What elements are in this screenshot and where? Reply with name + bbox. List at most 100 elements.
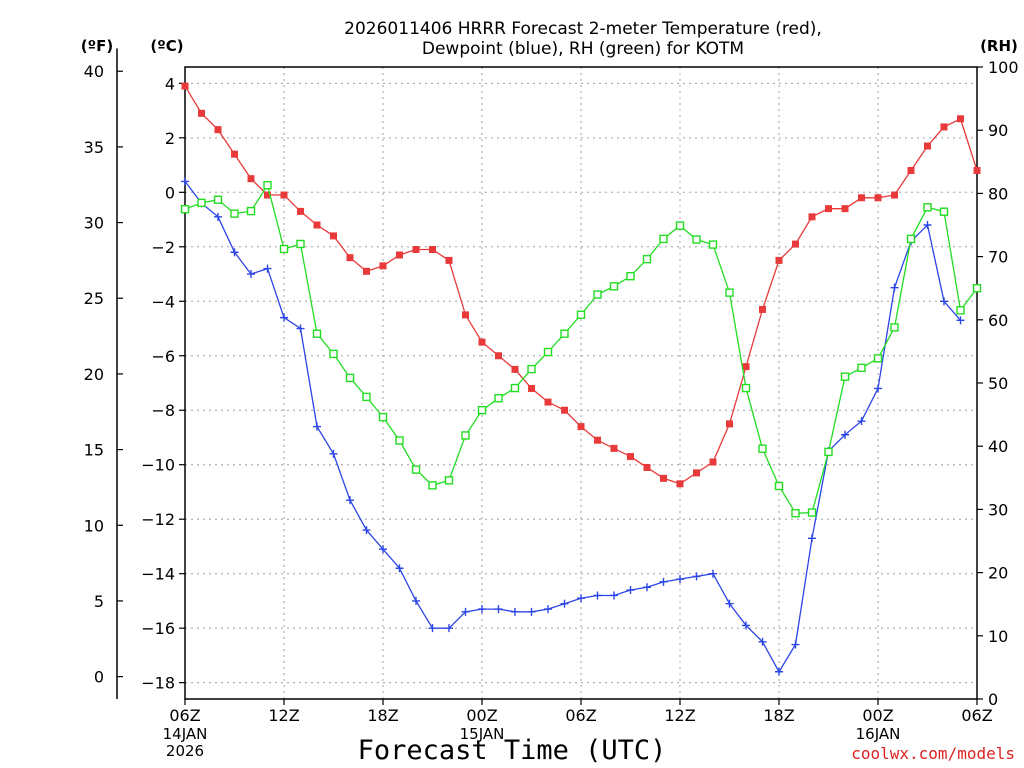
temperature-point (297, 207, 304, 215)
chart-title-line-2: Dewpoint (blue), RH (green) for KOTM (422, 39, 744, 59)
x-axis-label: Forecast Time (UTC) (358, 735, 667, 766)
fahrenheit-tick-label: 35 (84, 138, 104, 157)
rh-point (956, 306, 965, 315)
dewpoint-point (544, 605, 552, 614)
dewpoint-point (643, 583, 651, 592)
temperature-point (907, 167, 915, 175)
chart-title-line-1: 2026011406 HRRR Forecast 2-meter Tempera… (344, 19, 822, 39)
rh-point (230, 209, 239, 218)
temperature-point (396, 251, 403, 259)
rh-point (642, 254, 652, 264)
fahrenheit-tick-label: 5 (94, 592, 104, 611)
dewpoint-point (230, 248, 239, 257)
date-label: 16JAN (856, 725, 901, 743)
temperature-point (957, 115, 964, 123)
dewpoint-point (626, 586, 635, 595)
rh-tick-label: 70 (988, 248, 1008, 267)
temperature-point (759, 305, 766, 313)
dewpoint-point (923, 221, 932, 229)
rh-point (560, 329, 569, 338)
dewpoint-series (181, 177, 965, 676)
rh-point (857, 363, 866, 373)
rh-point (758, 444, 767, 453)
rh-point (609, 282, 619, 291)
rh-point (362, 392, 371, 402)
rh-tick-label: 20 (988, 564, 1008, 583)
dewpoint-point (346, 496, 354, 505)
fahrenheit-tick-label: 40 (84, 62, 104, 81)
temperature-point (676, 480, 684, 488)
temperature-point (214, 126, 222, 134)
dewpoint-point (775, 667, 783, 676)
rh-point (824, 447, 833, 457)
dewpoint-point (577, 594, 585, 603)
temperature-point (247, 175, 255, 183)
celsius-tick-label: −2 (151, 238, 175, 257)
x-tick-label: 12Z (664, 706, 695, 725)
temperature-point (874, 194, 882, 202)
rh-tick-label: 100 (988, 58, 1019, 77)
celsius-tick-label: −12 (141, 510, 175, 529)
dewpoint-point (494, 605, 503, 614)
rh-point (461, 431, 470, 440)
x-tick-label: 18Z (763, 706, 794, 725)
rh-tick-label: 90 (988, 121, 1008, 140)
plot-frame (184, 66, 978, 700)
temperature-point (346, 254, 354, 262)
rh-point (197, 198, 206, 208)
dewpoint-point (742, 621, 750, 630)
rh-tick-label: 10 (988, 627, 1008, 646)
fahrenheit-tick-label: 20 (84, 365, 104, 384)
temperature-point (181, 82, 189, 90)
rh-point (312, 329, 322, 338)
temperature-series (181, 82, 981, 488)
temperature-point (528, 384, 535, 392)
rh-point (444, 476, 454, 485)
dewpoint-point (362, 526, 371, 535)
dewpoint-point (395, 564, 404, 573)
temperature-point (808, 213, 816, 221)
temperature-point (858, 194, 865, 202)
temperature-point (841, 205, 849, 213)
temperature-point (891, 191, 898, 199)
rh-point (675, 221, 685, 230)
rh-point (873, 354, 883, 363)
temperature-point (445, 256, 453, 264)
fahrenheit-tick-label: 25 (84, 289, 104, 308)
dewpoint-point (280, 313, 288, 322)
rh-point (939, 207, 949, 216)
x-tick-label: 06Z (169, 706, 200, 725)
temperature-point (709, 458, 717, 466)
rh-point (213, 195, 223, 204)
rh-point (659, 234, 668, 244)
temperature-point (478, 338, 486, 346)
temperature-point (280, 191, 288, 199)
rh-point (840, 372, 850, 381)
rh-point (345, 373, 355, 383)
rh-point (246, 206, 256, 216)
dewpoint-point (676, 575, 684, 584)
tick-labels: 06Z 12Z 18Z 00Z 06Z 12Z 18Z 00Z 06Z14JAN202615JA… (84, 58, 1019, 760)
fahrenheit-unit-label: (ºF) (81, 37, 113, 55)
dewpoint-point (659, 577, 668, 586)
rh-point (527, 364, 536, 374)
temperature-point (231, 150, 238, 158)
temperature-point (379, 262, 387, 270)
rh-tick-label: 80 (988, 184, 1008, 203)
temperature-point (511, 365, 519, 373)
temperature-point (462, 311, 469, 319)
date-label: 14JAN (163, 725, 208, 743)
celsius-tick-label: 0 (165, 183, 175, 202)
x-tick-label: 06Z (961, 706, 992, 725)
rh-series (180, 180, 982, 518)
dewpoint-point (296, 324, 305, 333)
dewpoint-point (709, 569, 717, 578)
temperature-point (973, 167, 981, 175)
dewpoint-point (412, 596, 420, 605)
axes (116, 48, 983, 705)
temperature-point (775, 256, 783, 264)
temperature-point (264, 191, 271, 199)
rh-point (329, 349, 338, 359)
rh-unit-label: (RH) (980, 37, 1018, 55)
fahrenheit-tick-label: 30 (84, 214, 104, 233)
